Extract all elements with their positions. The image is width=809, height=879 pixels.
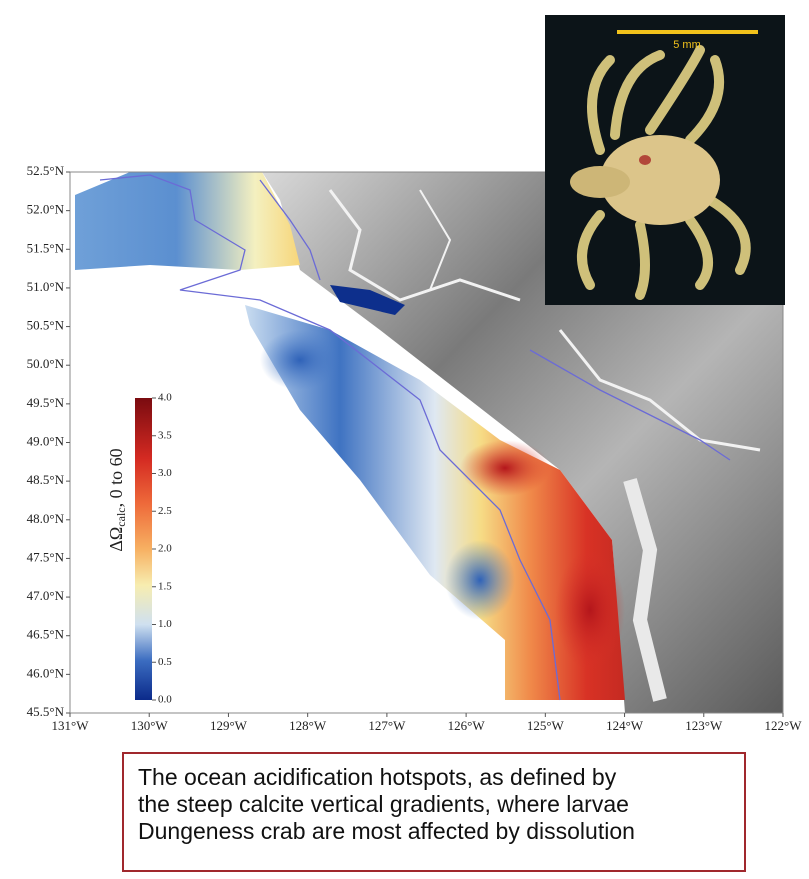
lat-tick-label: 52.0°N bbox=[27, 202, 65, 217]
scale-label: 5 mm bbox=[673, 39, 701, 51]
lat-tick-label: 48.0°N bbox=[27, 511, 65, 526]
lat-tick-label: 49.5°N bbox=[27, 395, 65, 410]
colorbar-label: ΔΩcalc, 0 to 60 bbox=[106, 448, 128, 551]
coastline bbox=[99, 174, 731, 701]
lat-tick-label: 51.5°N bbox=[27, 240, 65, 255]
caption: The ocean acidification hotspots, as def… bbox=[122, 752, 746, 872]
lon-tick-label: 125°W bbox=[527, 718, 565, 733]
colorbar-tick-label: 1.5 bbox=[158, 580, 172, 592]
lon-tick-label: 131°W bbox=[52, 718, 90, 733]
lat-tick-label: 50.0°N bbox=[27, 356, 65, 371]
lon-tick-label: 128°W bbox=[289, 718, 327, 733]
lat-tick-label: 46.0°N bbox=[27, 665, 65, 680]
colorbar-tick-label: 3.0 bbox=[158, 467, 172, 479]
lon-tick-label: 124°W bbox=[606, 718, 644, 733]
lon-tick-label: 122°W bbox=[765, 718, 803, 733]
lat-tick-label: 51.0°N bbox=[27, 279, 65, 294]
map: 52.5°N 52.0°N 51.5°N 51.0°N 50.5°N 50.0°N 49.5… bbox=[27, 15, 803, 733]
omega-field bbox=[75, 172, 625, 700]
colorbar-tick-label: 4.0 bbox=[158, 392, 172, 404]
lat-tick-label: 52.5°N bbox=[27, 163, 65, 178]
lon-tick-label: 130°W bbox=[131, 718, 169, 733]
colorbar-tick-label: 2.5 bbox=[158, 505, 172, 517]
colorbar bbox=[135, 398, 152, 700]
lon-tick-label: 126°W bbox=[448, 718, 486, 733]
lat-tick-label: 47.5°N bbox=[27, 549, 65, 564]
lat-tick-label: 46.5°N bbox=[27, 627, 65, 642]
colorbar-tick-label: 0.0 bbox=[158, 694, 172, 706]
lat-tick-label: 50.5°N bbox=[27, 318, 65, 333]
colorbar-tick-label: 3.5 bbox=[158, 429, 172, 441]
colorbar-tick-label: 2.0 bbox=[158, 543, 172, 555]
lat-tick-label: 47.0°N bbox=[27, 588, 65, 603]
lon-tick-label: 123°W bbox=[685, 718, 723, 733]
lat-tick-label: 48.5°N bbox=[27, 472, 65, 487]
lon-tick-label: 129°W bbox=[210, 718, 248, 733]
inset-photo: 5 mm bbox=[545, 15, 785, 305]
lat-tick-label: 49.0°N bbox=[27, 433, 65, 448]
caption-line: the steep calcite vertical gradients, wh… bbox=[138, 791, 629, 817]
caption-line: Dungeness crab are most affected by diss… bbox=[138, 818, 635, 844]
lon-tick-label: 127°W bbox=[368, 718, 406, 733]
lat-tick-label: 45.5°N bbox=[27, 704, 65, 719]
colorbar-tick-label: 0.5 bbox=[158, 656, 172, 668]
caption-line: The ocean acidification hotspots, as def… bbox=[138, 764, 617, 790]
colorbar-tick-label: 1.0 bbox=[158, 618, 172, 630]
